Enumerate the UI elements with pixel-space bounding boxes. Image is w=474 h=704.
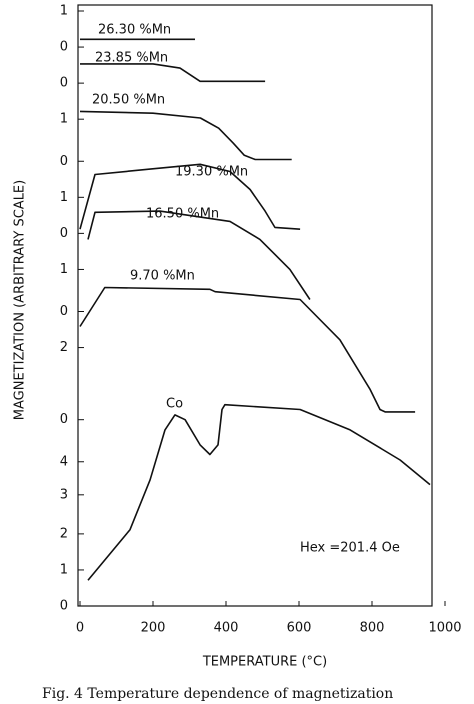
- y-tick-label: 1: [60, 4, 68, 19]
- curve: [87, 210, 311, 300]
- caption: Fig. 4 Temperature dependence of magneti…: [42, 686, 393, 702]
- y-tick-label: 0: [60, 412, 68, 427]
- curve: [87, 403, 431, 581]
- curve: [79, 110, 292, 161]
- curve: [79, 286, 416, 413]
- y-tick-label: 0: [60, 76, 68, 91]
- series-label: 26.30 %Mn: [98, 23, 171, 38]
- x-tick-label: 800: [360, 621, 385, 636]
- y-tick-label: 1: [60, 112, 68, 127]
- y-tick-label: 0: [60, 304, 68, 319]
- series-label: 23.85 %Mn: [95, 51, 168, 66]
- annotation: Hex =201.4 Oe: [300, 541, 400, 556]
- series-label: 16.50 %Mn: [146, 207, 219, 222]
- y-tick-label: 0: [60, 226, 68, 241]
- y-tick-label: 1: [60, 562, 68, 577]
- series-label: Co: [166, 397, 183, 412]
- y-tick-label: 0: [60, 599, 68, 614]
- y-tick-label: 1: [60, 190, 68, 205]
- y-tick-label: 3: [60, 487, 68, 502]
- y-tick-label: 1: [60, 262, 68, 277]
- x-tick-label: 200: [141, 621, 166, 636]
- series-label: 20.50 %Mn: [92, 93, 165, 108]
- y-axis-label: MAGNETIZATION (ARBITRARY SCALE): [13, 180, 28, 420]
- x-tick-label: 0: [76, 621, 84, 636]
- x-tick-label: 600: [287, 621, 312, 636]
- series-label: 9.70 %Mn: [130, 269, 195, 284]
- y-tick-label: 2: [60, 340, 68, 355]
- y-tick-label: 0: [60, 154, 68, 169]
- curve: [79, 163, 301, 230]
- y-tick-label: 0: [60, 40, 68, 55]
- plot-frame: [77, 4, 433, 607]
- y-tick-label: 4: [60, 454, 68, 469]
- series-label: 19.30 %Mn: [175, 165, 248, 180]
- curve: [80, 63, 266, 83]
- x-axis-label: TEMPERATURE (°C): [202, 655, 327, 670]
- x-tick-label: 400: [214, 621, 239, 636]
- y-tick-label: 2: [60, 526, 68, 541]
- x-tick-label: 1000: [428, 621, 461, 636]
